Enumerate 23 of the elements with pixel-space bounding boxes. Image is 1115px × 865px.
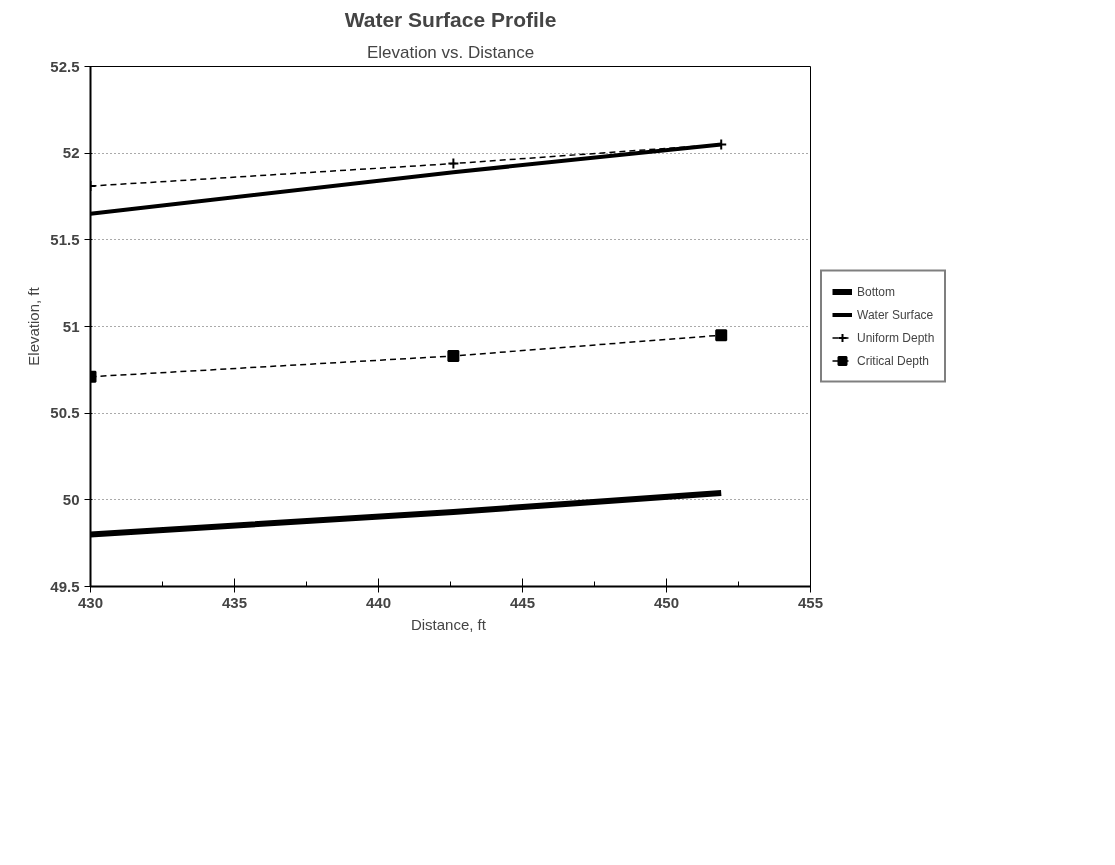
x-tick-label: 445: [509, 593, 536, 611]
legend-label: Bottom: [857, 284, 896, 299]
chart-subtitle: Elevation vs. Distance: [366, 42, 535, 62]
y-tick-label: 49.5: [50, 577, 80, 595]
point: [715, 329, 728, 342]
legend-label: Critical Depth: [857, 353, 930, 368]
x-tick-label: 455: [797, 593, 824, 611]
y-tick-label: 52: [62, 144, 80, 162]
legend-label: Water Surface: [857, 307, 934, 322]
y-tick-label: 50: [62, 490, 80, 508]
y-tick-label: 50.5: [50, 404, 80, 422]
y-tick-label: 52.5: [50, 57, 80, 75]
x-tick-label: 450: [653, 593, 680, 611]
point: [447, 349, 460, 362]
x-tick-label: 440: [365, 593, 392, 611]
x-axis-title: Distance, ft: [410, 615, 487, 633]
y-tick-label: 51: [62, 317, 80, 335]
legend-label: Uniform Depth: [857, 330, 935, 345]
x-tick-label: 435: [221, 593, 248, 611]
x-tick-label: 430: [77, 593, 104, 611]
y-tick-label: 51.5: [50, 230, 80, 248]
chart-title: Water Surface Profile: [344, 7, 557, 31]
y-axis-title: Elevation, ft: [25, 286, 43, 366]
